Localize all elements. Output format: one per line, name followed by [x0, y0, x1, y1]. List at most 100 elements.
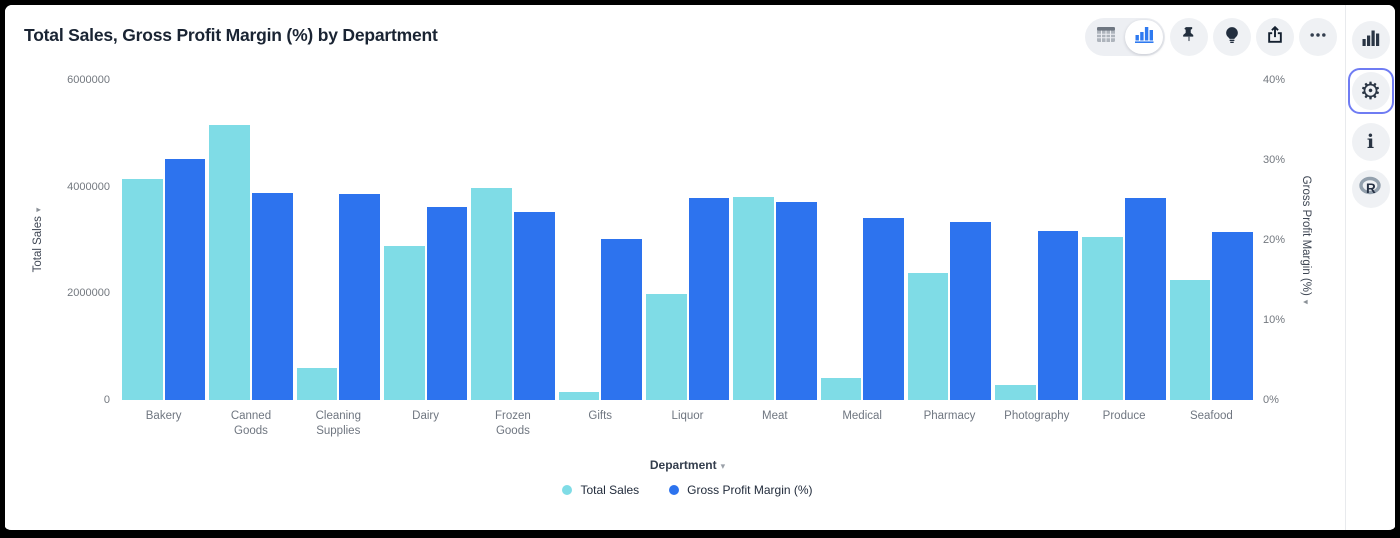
- lightbulb-button[interactable]: [1213, 18, 1251, 56]
- tick-label: 0: [103, 394, 110, 406]
- bar-gross-profit-margin[interactable]: [426, 207, 468, 400]
- axis-arrow-icon: ▾: [1301, 299, 1311, 305]
- bar-gross-profit-margin[interactable]: [601, 239, 642, 400]
- svg-text:R: R: [1366, 181, 1376, 196]
- tick-label: 10%: [1263, 314, 1286, 326]
- bar-total-sales[interactable]: [122, 178, 163, 400]
- tick-label: 4000000: [67, 180, 110, 193]
- r-logo-icon: R: [1359, 176, 1382, 202]
- category-label: Bakery: [145, 410, 182, 422]
- bar-gross-profit-margin[interactable]: [1037, 231, 1079, 400]
- dropdown-arrow-icon: ▾: [720, 461, 726, 471]
- category-label: Liquor: [671, 410, 704, 422]
- tick-label: 6000000: [67, 74, 110, 86]
- bar-chart-icon: [1134, 26, 1154, 48]
- legend-item[interactable]: Gross Profit Margin (%): [669, 483, 813, 497]
- more-options-button[interactable]: [1299, 18, 1337, 56]
- bar-total-sales[interactable]: [471, 188, 512, 400]
- y-axis-left-title: Total Sales▾: [32, 207, 44, 273]
- bar-group: Canned Goods: [209, 80, 293, 437]
- tick-label: 20%: [1263, 234, 1286, 246]
- bar-group: Pharmacy: [907, 80, 992, 422]
- chart-panel: Total Sales, Gross Profit Margin (%) by …: [5, 5, 1345, 530]
- bar-group: Meat: [733, 80, 817, 422]
- bar-gross-profit-margin[interactable]: [775, 202, 817, 400]
- bar-gross-profit-margin[interactable]: [1212, 232, 1254, 400]
- bar-total-sales[interactable]: [645, 294, 687, 400]
- bar-gross-profit-margin[interactable]: [251, 192, 293, 400]
- bar-group: Photography: [995, 80, 1079, 422]
- table-icon: [1097, 27, 1115, 47]
- pin-button[interactable]: [1170, 18, 1208, 56]
- bar-total-sales[interactable]: [209, 124, 250, 400]
- category-label: Cleaning Supplies: [315, 410, 361, 437]
- category-label: Frozen Goods: [495, 410, 531, 437]
- category-label: Pharmacy: [923, 410, 976, 422]
- chart-view-button[interactable]: [1125, 20, 1163, 54]
- bar-total-sales[interactable]: [558, 391, 600, 400]
- category-label: Photography: [1004, 410, 1070, 422]
- r-logo-button[interactable]: R: [1351, 170, 1390, 208]
- category-label: Dairy: [412, 410, 440, 422]
- pin-icon: [1179, 25, 1199, 50]
- plot-area: Bakery Canned Goods Cleaning Supplies Dairy…: [120, 80, 1255, 437]
- legend: Total Sales Gross Profit Margin (%): [120, 483, 1255, 497]
- category-label: Produce: [1102, 410, 1146, 422]
- category-label: Seafood: [1189, 410, 1233, 422]
- bar-gross-profit-margin[interactable]: [1125, 198, 1166, 400]
- ellipsis-icon: [1308, 25, 1328, 50]
- share-export-icon: [1265, 25, 1285, 50]
- bar-group: Frozen Goods: [471, 80, 555, 437]
- bar-gross-profit-margin[interactable]: [164, 159, 206, 400]
- bar-gross-profit-margin[interactable]: [688, 197, 730, 400]
- lightbulb-icon: [1222, 25, 1242, 50]
- legend-swatch: [562, 485, 573, 495]
- page-title: Total Sales, Gross Profit Margin (%) by …: [24, 25, 438, 45]
- tick-label: 30%: [1263, 154, 1286, 166]
- bar-group: Bakery: [122, 80, 206, 422]
- y-axis-right-title: Gross Profit Margin (%)▾: [1300, 175, 1312, 305]
- bar-total-sales[interactable]: [1082, 237, 1124, 400]
- bar-gross-profit-margin[interactable]: [863, 217, 904, 400]
- info-icon: i: [1366, 130, 1375, 153]
- gear-icon: ⚙: [1359, 77, 1382, 105]
- tick-label: 2000000: [67, 287, 110, 300]
- settings-selected-outline: ⚙: [1347, 68, 1394, 114]
- tick-label: 40%: [1263, 74, 1286, 86]
- visualization-button[interactable]: [1351, 21, 1390, 59]
- bar-total-sales[interactable]: [907, 272, 949, 400]
- category-label: Canned Goods: [230, 410, 272, 437]
- bar-total-sales[interactable]: [820, 377, 862, 400]
- bar-total-sales[interactable]: [296, 368, 338, 400]
- bar-total-sales[interactable]: [995, 384, 1036, 400]
- category-label: Meat: [762, 410, 788, 422]
- bar-gross-profit-margin[interactable]: [339, 194, 380, 400]
- bar-gross-profit-margin[interactable]: [950, 221, 992, 400]
- legend-label: Gross Profit Margin (%): [687, 483, 813, 497]
- info-button[interactable]: i: [1351, 123, 1390, 161]
- y-axis-right-ticks: 0% 10% 20% 30% 40%: [1263, 74, 1323, 406]
- tick-label: 0%: [1263, 394, 1279, 406]
- bar-total-sales[interactable]: [733, 197, 774, 400]
- bar-group: Seafood: [1169, 80, 1254, 422]
- bar-gross-profit-margin[interactable]: [513, 212, 555, 400]
- settings-button[interactable]: ⚙: [1351, 72, 1390, 110]
- bar-chart-icon: [1362, 29, 1380, 52]
- legend-item[interactable]: Total Sales: [562, 483, 639, 497]
- y-axis-left-ticks: 0 2000000 4000000 6000000: [5, 74, 110, 406]
- bar-group: Produce: [1082, 80, 1166, 422]
- legend-label: Total Sales: [580, 483, 640, 497]
- category-label: Gifts: [588, 410, 613, 422]
- bar-group: Gifts: [558, 80, 642, 422]
- table-view-button[interactable]: [1087, 20, 1125, 54]
- share-button[interactable]: [1256, 18, 1294, 56]
- view-toggle: [1085, 18, 1165, 56]
- bar-total-sales[interactable]: [383, 245, 425, 400]
- category-label: Medical: [842, 410, 882, 422]
- bar-group: Cleaning Supplies: [296, 80, 380, 437]
- axis-arrow-icon: ▾: [33, 207, 43, 213]
- bar-total-sales[interactable]: [1169, 280, 1211, 400]
- x-axis-title[interactable]: Department ▾: [649, 458, 726, 472]
- toolbar: [1085, 18, 1337, 56]
